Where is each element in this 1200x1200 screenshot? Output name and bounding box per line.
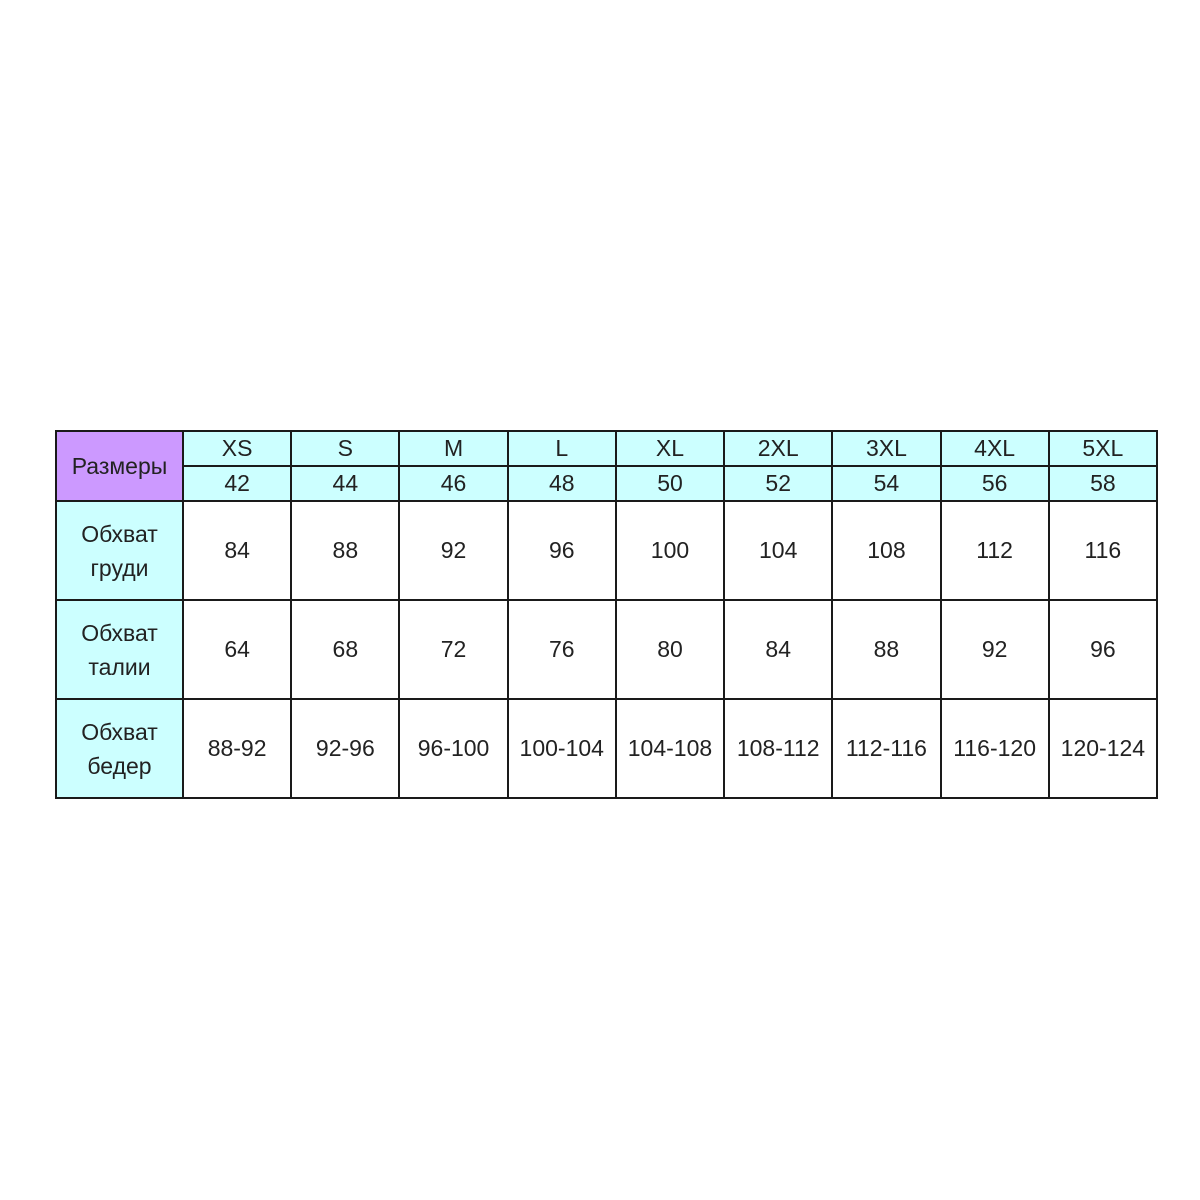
- measurement-value: 88: [831, 599, 942, 700]
- measurement-value: 120-124: [1047, 698, 1159, 799]
- size-letter-cell: 3XL: [831, 430, 942, 467]
- measurement-value: 72: [398, 599, 509, 700]
- size-number-cell: 52: [723, 465, 834, 502]
- size-letter-cell: 2XL: [723, 430, 834, 467]
- label-line-1: Обхват: [81, 718, 158, 745]
- size-number-cell: 50: [614, 465, 726, 502]
- size-letter-cell: XL: [614, 430, 726, 467]
- label-line-2: талии: [88, 653, 151, 680]
- measurement-row: Обхват груди 84 88 92 96 100 104 108 112 116: [55, 500, 1159, 601]
- measurement-value: 104-108: [614, 698, 726, 799]
- measurement-value: 92-96: [290, 698, 401, 799]
- measurement-value: 100-104: [506, 698, 617, 799]
- measurement-label: Обхват бедер: [55, 698, 184, 799]
- measurement-value: 64: [181, 599, 293, 700]
- label-line-1: Обхват: [81, 520, 158, 547]
- label-line-2: груди: [90, 554, 149, 581]
- sizes-header-cell: Размеры: [55, 430, 184, 502]
- measurement-value: 92: [398, 500, 509, 601]
- size-number-cell: 42: [181, 465, 293, 502]
- size-number-cell: 58: [1047, 465, 1159, 502]
- size-letter-cell: L: [506, 430, 617, 467]
- size-letter-cell: XS: [181, 430, 293, 467]
- measurement-value: 116-120: [939, 698, 1050, 799]
- measurement-value: 100: [614, 500, 726, 601]
- size-number-cell: 46: [398, 465, 509, 502]
- size-letter-cell: 4XL: [939, 430, 1050, 467]
- label-line-2: бедер: [87, 752, 152, 779]
- size-letter-cell: M: [398, 430, 509, 467]
- size-number-cell: 54: [831, 465, 942, 502]
- measurement-row: Обхват талии 64 68 72 76 80 84 88 92 96: [55, 599, 1159, 700]
- measurement-value: 68: [290, 599, 401, 700]
- size-number-cell: 44: [290, 465, 401, 502]
- measurement-value: 116: [1047, 500, 1159, 601]
- measurement-value: 112-116: [831, 698, 942, 799]
- measurement-label: Обхват груди: [55, 500, 184, 601]
- measurement-value: 88-92: [181, 698, 293, 799]
- size-letter-cell: 5XL: [1047, 430, 1159, 467]
- measurement-value: 108-112: [723, 698, 834, 799]
- size-number-cell: 48: [506, 465, 617, 502]
- measurement-value: 84: [723, 599, 834, 700]
- size-letter-cell: S: [290, 430, 401, 467]
- measurement-value: 96: [506, 500, 617, 601]
- measurement-value: 84: [181, 500, 293, 601]
- measurement-value: 88: [290, 500, 401, 601]
- measurement-value: 80: [614, 599, 726, 700]
- size-chart-table: Размеры XS S M L XL 2XL 3XL 4XL 5XL 42 44 46 48 50 52…: [55, 430, 1159, 799]
- measurement-value: 92: [939, 599, 1050, 700]
- measurement-value: 108: [831, 500, 942, 601]
- measurement-value: 96: [1047, 599, 1159, 700]
- measurement-value: 104: [723, 500, 834, 601]
- measurement-value: 96-100: [398, 698, 509, 799]
- size-letter-row: Размеры XS S M L XL 2XL 3XL 4XL 5XL: [55, 430, 1159, 502]
- size-number-row: 42 44 46 48 50 52 54 56 58: [56, 465, 1159, 502]
- measurement-value: 76: [506, 599, 617, 700]
- measurement-label: Обхват талии: [55, 599, 184, 700]
- measurement-row: Обхват бедер 88-92 92-96 96-100 100-104 104-10…: [55, 698, 1159, 799]
- label-line-1: Обхват: [81, 619, 158, 646]
- size-number-cell: 56: [939, 465, 1050, 502]
- measurement-value: 112: [939, 500, 1050, 601]
